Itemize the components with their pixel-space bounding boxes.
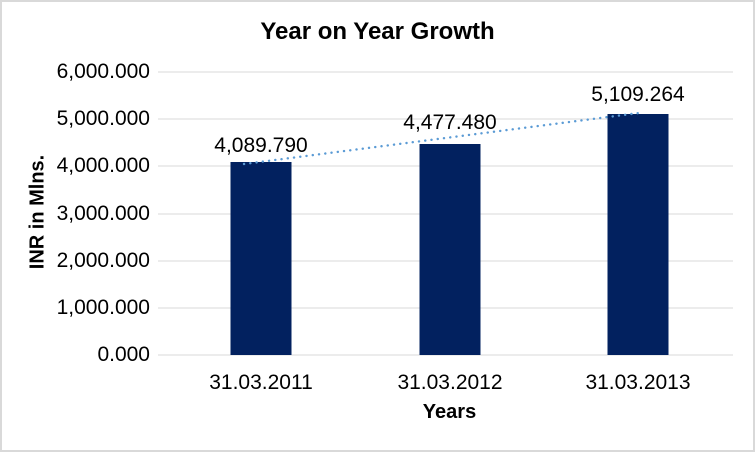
y-tick-label: 3,000.000 bbox=[56, 202, 150, 225]
x-axis-title: Years bbox=[422, 401, 477, 423]
data-label: 5,109.264 bbox=[591, 83, 685, 106]
bar-31-03-2012[interactable] bbox=[419, 144, 481, 355]
y-tick-label: 5,000.000 bbox=[56, 107, 150, 130]
bar-31-03-2013[interactable] bbox=[607, 114, 669, 355]
x-tick-label: 31.03.2012 bbox=[397, 371, 503, 394]
chart-title: Year on Year Growth bbox=[260, 18, 495, 45]
bar-31-03-2011[interactable] bbox=[230, 162, 292, 355]
x-tick-label: 31.03.2011 bbox=[209, 371, 313, 394]
x-tick-label: 31.03.2013 bbox=[585, 371, 691, 394]
data-label: 4,089.790 bbox=[214, 134, 308, 157]
y-tick-label: 2,000.000 bbox=[56, 249, 150, 272]
y-tick-label: 1,000.000 bbox=[56, 296, 150, 319]
y-tick-label: 4,000.000 bbox=[56, 154, 150, 177]
y-tick-label: 0.000 bbox=[97, 343, 150, 366]
y-tick-label: 6,000.000 bbox=[56, 60, 150, 83]
data-label: 4,477.480 bbox=[403, 111, 497, 134]
